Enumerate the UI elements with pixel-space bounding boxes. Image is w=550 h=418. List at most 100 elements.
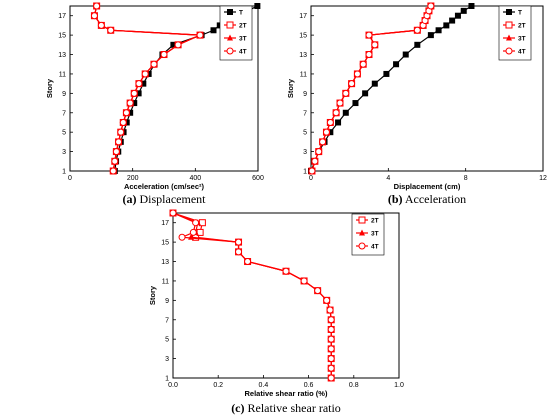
x-tick-label: 200 bbox=[127, 175, 139, 182]
data-point bbox=[327, 355, 335, 363]
legend-label: T bbox=[239, 10, 243, 17]
caption-letter: (a) bbox=[123, 192, 137, 206]
legend-box bbox=[351, 213, 385, 256]
legend-label: T bbox=[518, 10, 522, 17]
data-point bbox=[352, 100, 359, 107]
x-tick-label: 0.8 bbox=[349, 382, 359, 389]
legend-label: 3T bbox=[371, 231, 379, 238]
data-point bbox=[169, 209, 177, 217]
data-point bbox=[322, 128, 330, 136]
data-point bbox=[359, 60, 367, 68]
legend-label: 4T bbox=[371, 244, 379, 251]
y-axis-label: Story bbox=[148, 285, 157, 305]
y-tick-label: 17 bbox=[161, 220, 169, 227]
legend-marker bbox=[358, 242, 366, 250]
data-point bbox=[192, 219, 200, 227]
data-point bbox=[327, 316, 335, 324]
data-point bbox=[427, 2, 435, 10]
data-point bbox=[332, 109, 340, 117]
legend-marker bbox=[227, 34, 233, 41]
legend-marker bbox=[505, 21, 513, 29]
y-tick-label: 9 bbox=[62, 91, 66, 98]
data-point bbox=[327, 129, 334, 136]
data-point bbox=[135, 80, 143, 88]
data-point bbox=[327, 374, 335, 382]
data-point bbox=[365, 31, 373, 39]
data-point bbox=[335, 119, 342, 126]
x-tick-label: 600 bbox=[252, 175, 264, 182]
legend-marker bbox=[506, 9, 512, 15]
legend-label: 2T bbox=[518, 23, 526, 30]
y-axis-label: Story bbox=[45, 78, 54, 98]
data-point bbox=[327, 345, 335, 353]
panel-caption: (a) Displacement bbox=[123, 192, 207, 206]
data-point bbox=[326, 306, 334, 314]
data-point bbox=[189, 228, 197, 236]
data-point bbox=[326, 118, 334, 126]
panel-caption: (b) Acceleration bbox=[388, 192, 466, 206]
x-axis-label: Acceleration (cm/sec²) bbox=[124, 182, 205, 191]
y-tick-label: 3 bbox=[62, 149, 66, 156]
data-point bbox=[141, 70, 149, 78]
data-point bbox=[371, 41, 379, 49]
data-point bbox=[327, 325, 335, 333]
y-tick-label: 3 bbox=[165, 356, 169, 363]
data-point bbox=[131, 100, 138, 107]
legend-label: 2T bbox=[239, 23, 247, 30]
data-point bbox=[311, 157, 319, 165]
data-point bbox=[90, 12, 98, 20]
legend: 2T 3T 4T bbox=[351, 213, 385, 256]
data-point bbox=[97, 21, 105, 29]
legend-marker bbox=[505, 47, 513, 55]
data-point bbox=[365, 51, 373, 59]
data-point bbox=[323, 296, 331, 304]
data-point bbox=[353, 70, 361, 78]
caption-text: Displacement bbox=[137, 192, 207, 206]
series-4t bbox=[90, 2, 204, 175]
data-point bbox=[468, 3, 475, 9]
data-point bbox=[210, 27, 217, 34]
data-point bbox=[414, 41, 421, 48]
series-4t bbox=[308, 2, 435, 175]
panel-caption: (c) Relative shear ratio bbox=[231, 401, 341, 415]
y-tick-label: 11 bbox=[59, 71, 66, 78]
data-point bbox=[282, 267, 290, 275]
caption-letter: (b) bbox=[388, 192, 403, 206]
data-point bbox=[435, 27, 442, 34]
data-point bbox=[235, 238, 243, 246]
legend: T 2T 3T 4T bbox=[498, 5, 532, 61]
y-tick-label: 17 bbox=[58, 13, 66, 20]
x-tick-label: 12 bbox=[539, 175, 547, 182]
legend-label: 2T bbox=[371, 218, 379, 225]
legend-marker bbox=[506, 34, 512, 41]
y-tick-label: 9 bbox=[165, 298, 169, 305]
y-tick-label: 5 bbox=[165, 337, 169, 344]
y-tick-label: 5 bbox=[303, 130, 307, 137]
data-point bbox=[362, 90, 369, 97]
legend-label: 3T bbox=[518, 36, 526, 43]
x-axis-label: Relative shear ratio (%) bbox=[245, 389, 328, 398]
x-tick-label: 8 bbox=[464, 175, 468, 182]
y-tick-label: 7 bbox=[165, 317, 169, 324]
data-point bbox=[122, 109, 130, 117]
data-point bbox=[427, 32, 434, 39]
y-tick-label: 13 bbox=[58, 52, 66, 59]
y-tick-label: 1 bbox=[303, 169, 307, 176]
data-point bbox=[319, 138, 327, 146]
data-point bbox=[460, 7, 467, 14]
y-tick-label: 11 bbox=[162, 278, 169, 285]
series-4t bbox=[169, 209, 335, 382]
legend-marker bbox=[226, 21, 234, 29]
y-tick-label: 1 bbox=[62, 169, 66, 176]
data-point bbox=[443, 22, 450, 29]
y-tick-label: 13 bbox=[161, 259, 169, 266]
data-point bbox=[348, 80, 356, 88]
data-point bbox=[126, 99, 134, 107]
data-point bbox=[117, 128, 125, 136]
data-point bbox=[150, 60, 158, 68]
chart-panel-3: 0.0 0.2 0.4 0.6 0.8 1.01357911131517Relative … bbox=[148, 209, 404, 415]
data-point bbox=[170, 41, 177, 48]
